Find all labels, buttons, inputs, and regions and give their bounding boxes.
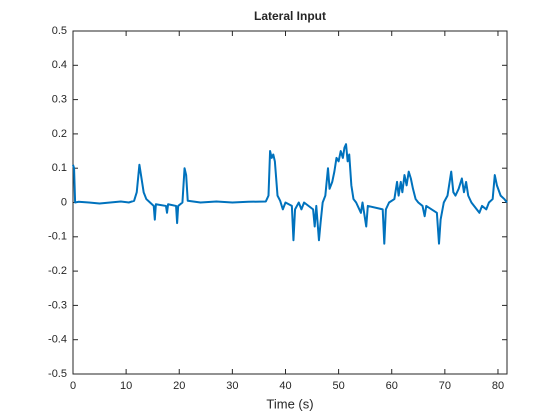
y-tick-label: 0.5 <box>52 25 67 37</box>
x-tick-label: 30 <box>226 380 238 392</box>
y-tick-label: 0.3 <box>52 94 67 106</box>
y-tick-label: -0.3 <box>48 299 67 311</box>
y-tick-label: -0.2 <box>48 265 67 277</box>
y-tick-label: -0.5 <box>48 368 67 380</box>
x-tick-label: 70 <box>439 380 451 392</box>
y-tick-label: 0.1 <box>52 162 67 174</box>
x-axis-label: Time (s) <box>266 396 313 411</box>
y-tick-label: -0.1 <box>48 231 67 243</box>
x-tick-label: 80 <box>492 380 504 392</box>
plot-box <box>72 30 508 375</box>
x-tick-label: 50 <box>332 380 344 392</box>
data-line <box>72 143 508 245</box>
y-tick-label: 0.2 <box>52 128 67 140</box>
chart-title: Lateral Input <box>254 9 326 23</box>
x-tick-label: 10 <box>120 380 132 392</box>
x-tick-label: 40 <box>279 380 291 392</box>
y-tick-label: -0.4 <box>48 334 67 346</box>
x-tick-label: 60 <box>386 380 398 392</box>
y-tick-label: 0 <box>61 196 67 208</box>
x-tick-label: 0 <box>70 380 76 392</box>
x-tick-label: 20 <box>173 380 185 392</box>
y-tick-label: 0.4 <box>52 59 67 71</box>
